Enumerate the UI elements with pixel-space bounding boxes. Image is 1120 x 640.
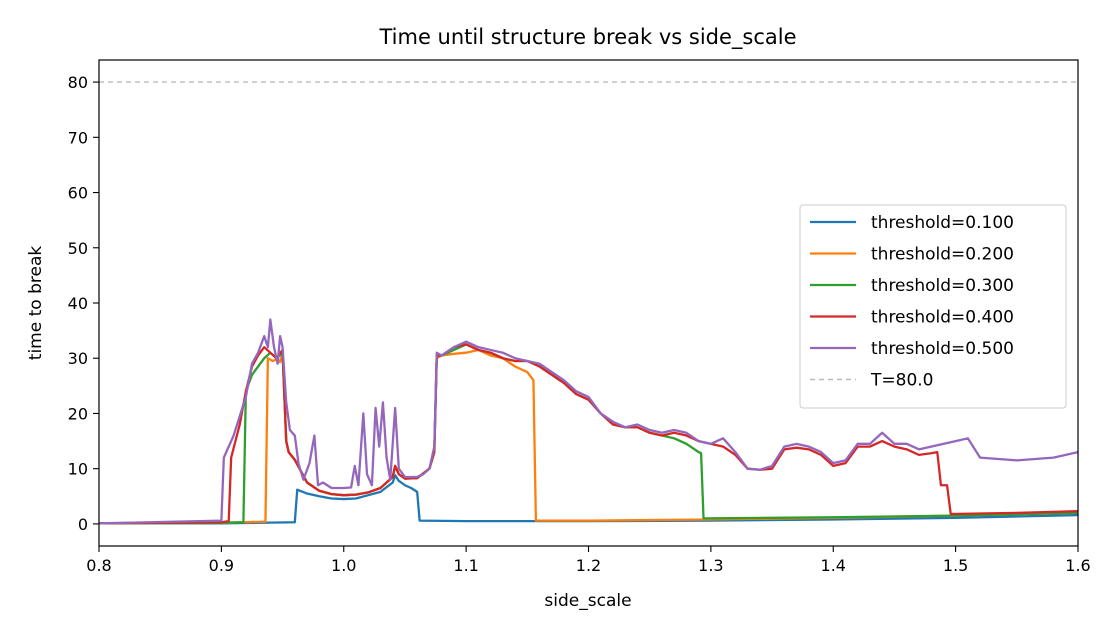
x-tick-label: 1.6 [1065, 556, 1090, 575]
legend: threshold=0.100 threshold=0.200 threshold=… [799, 204, 1067, 409]
chart-title: Time until structure break vs side_scale [378, 25, 796, 50]
y-tick-label: 50 [68, 239, 88, 258]
legend-label-1: threshold=0.100 [871, 213, 1014, 233]
y-tick-label: 30 [68, 349, 88, 368]
legend-label-2: threshold=0.200 [871, 245, 1014, 265]
legend-label-6: T=80.0 [870, 371, 933, 391]
x-tick-label: 1.5 [943, 556, 968, 575]
x-tick-label: 1.4 [821, 556, 846, 575]
legend-label-5: threshold=0.500 [871, 339, 1014, 359]
y-tick-label: 0 [78, 515, 88, 534]
y-tick-label: 10 [68, 460, 88, 479]
legend-label-4: threshold=0.400 [871, 308, 1014, 328]
y-axis-label: time to break [26, 246, 46, 361]
series-line-5 [99, 318, 1078, 525]
x-tick-label: 1.1 [453, 556, 478, 575]
x-tick-label: 0.9 [209, 556, 234, 575]
y-tick-label: 80 [68, 73, 88, 92]
legend-box [799, 204, 1067, 409]
y-tick-label: 40 [68, 294, 88, 313]
x-tick-label: 0.8 [86, 556, 111, 575]
legend-label-3: threshold=0.300 [871, 276, 1014, 296]
y-tick-label: 70 [68, 128, 88, 147]
plot-area [99, 81, 1078, 525]
axes: 0.8 0.9 1.0 1.1 1.2 1.3 1.4 1.5 1.6 0 10 20 30 40 50 60… [68, 59, 1091, 575]
x-tick-label: 1.3 [698, 556, 723, 575]
series-line-4 [99, 343, 1078, 525]
y-tick-label: 20 [68, 404, 88, 423]
x-tick-label: 1.0 [331, 556, 356, 575]
x-axis-label: side_scale [544, 591, 631, 611]
x-tick-label: 1.2 [576, 556, 601, 575]
y-tick-label: 60 [68, 184, 88, 203]
plot-clip-group [99, 81, 1078, 525]
